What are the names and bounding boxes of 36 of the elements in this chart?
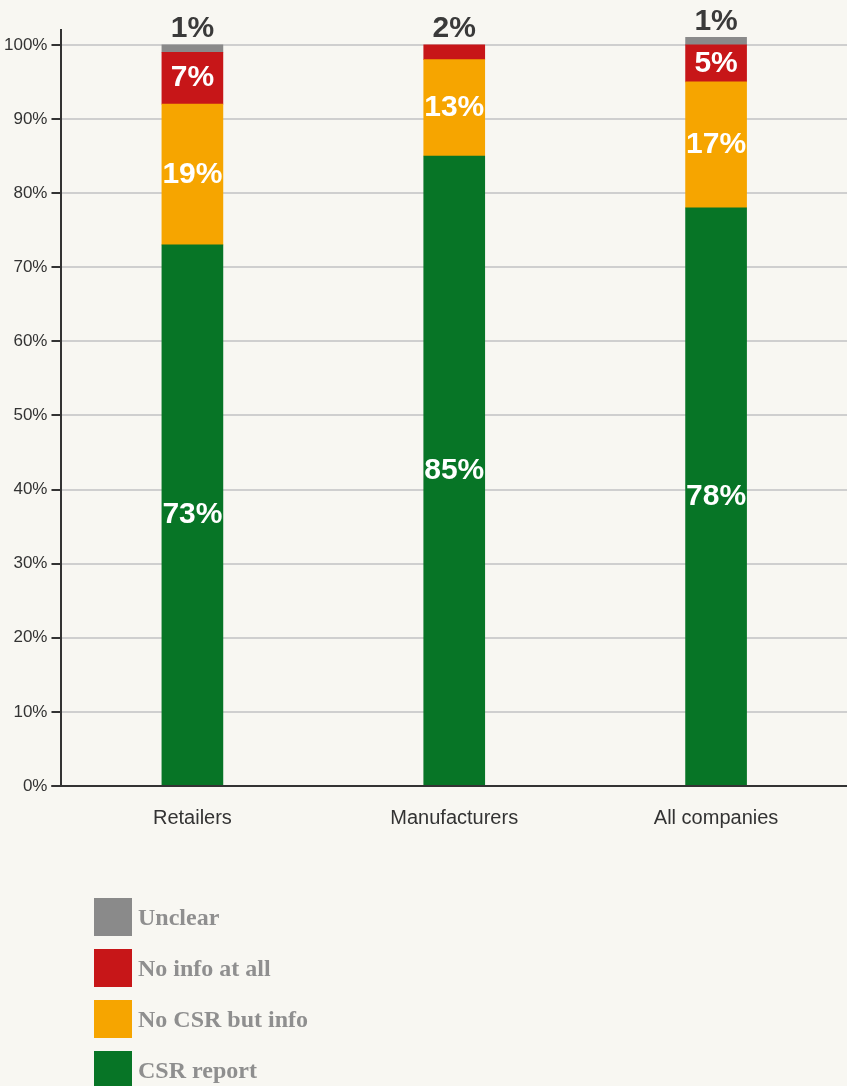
- y-tick-label: 100%: [4, 34, 48, 54]
- data-label: 2%: [432, 10, 476, 44]
- legend-label: No info at all: [138, 954, 271, 982]
- legend-label: No CSR but info: [138, 1005, 309, 1033]
- y-tick-label: 80%: [13, 182, 48, 202]
- legend-label: CSR report: [138, 1056, 257, 1084]
- bar: [685, 207, 747, 786]
- bar: [161, 244, 224, 786]
- data-label: 17%: [686, 126, 747, 160]
- legend-label: Unclear: [138, 903, 220, 931]
- data-label: 7%: [170, 59, 215, 93]
- bar: [161, 44, 224, 53]
- y-tick-label: 20%: [13, 627, 48, 647]
- y-tick-label: 10%: [13, 701, 48, 721]
- y-tick-label: 0%: [22, 775, 48, 795]
- data-label: 13%: [424, 89, 485, 123]
- data-label: 19%: [162, 155, 223, 189]
- y-tick-label: 60%: [13, 330, 48, 350]
- x-tick-label: All companies: [653, 805, 779, 828]
- y-tick-label: 30%: [13, 553, 48, 573]
- x-tick-label: Manufacturers: [390, 805, 519, 828]
- y-tick-label: 70%: [13, 256, 48, 276]
- data-label: 5%: [694, 44, 738, 78]
- data-label: 85%: [424, 451, 485, 485]
- data-label: 73%: [162, 496, 223, 530]
- data-label: 1%: [694, 2, 738, 36]
- bar: [685, 81, 747, 209]
- data-label: 78%: [686, 477, 747, 511]
- y-tick-label: 50%: [13, 405, 48, 425]
- data-label: 1%: [170, 10, 215, 44]
- bar: [423, 44, 486, 60]
- y-tick-label: 90%: [13, 108, 48, 128]
- x-tick-label: Retailers: [152, 805, 232, 828]
- y-tick-label: 40%: [13, 479, 48, 499]
- bar: [423, 155, 486, 786]
- bar: [161, 103, 224, 246]
